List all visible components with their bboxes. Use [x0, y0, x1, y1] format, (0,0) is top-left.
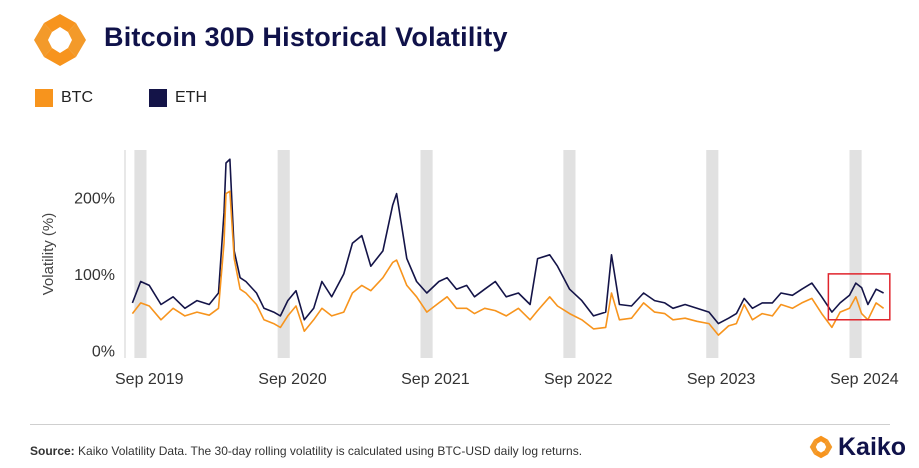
- source-text: Kaiko Volatility Data. The 30-day rollin…: [74, 444, 583, 458]
- x-tick-label-3: Sep 2022: [544, 371, 613, 388]
- y-axis-label: Volatility (%): [40, 213, 57, 296]
- y-tick-label-2: 200%: [74, 190, 115, 207]
- shaded-period-5: [849, 150, 862, 358]
- x-tick-label-4: Sep 2023: [687, 371, 756, 388]
- x-tick-label-2: Sep 2021: [401, 371, 470, 388]
- legend-swatch-eth: [149, 89, 167, 107]
- kaiko-brand-icon: [809, 435, 833, 459]
- highlight-box: [827, 273, 891, 321]
- shaded-period-3: [563, 150, 576, 358]
- x-tick-label-5: Sep 2024: [830, 371, 899, 388]
- legend-swatch-btc: [35, 89, 53, 107]
- shaded-period-2: [420, 150, 433, 358]
- footer-divider: [30, 424, 890, 425]
- volatility-chart: 0% 100% 200% Sep 2019 Sep 2020 Sep 2021 Sep 20…: [40, 150, 899, 388]
- legend-label-btc: BTC: [61, 89, 93, 106]
- y-tick-label-0: 0%: [92, 343, 115, 360]
- shaded-period-4: [706, 150, 719, 358]
- source-note: Source: Kaiko Volatility Data. The 30-da…: [30, 444, 582, 458]
- brand-name: Kaiko: [838, 433, 907, 461]
- y-tick-label-1: 100%: [74, 267, 115, 284]
- source-label: Source:: [30, 444, 75, 458]
- shaded-periods: [134, 150, 862, 358]
- chart-axes: 0% 100% 200% Sep 2019 Sep 2020 Sep 2021 Sep 20…: [40, 150, 899, 388]
- chart-annotations: [827, 273, 891, 321]
- x-tick-label-0: Sep 2019: [115, 371, 184, 388]
- series-line-eth: [131, 158, 884, 325]
- x-tick-label-1: Sep 2020: [258, 371, 327, 388]
- legend-label-eth: ETH: [175, 89, 207, 106]
- brand-logo: Kaiko: [808, 432, 918, 462]
- shaded-period-0: [134, 150, 147, 358]
- shaded-period-1: [277, 150, 290, 358]
- kaiko-logo-icon: [34, 14, 86, 66]
- series-line-btc: [131, 190, 885, 336]
- page-title: Bitcoin 30D Historical Volatility: [104, 22, 508, 52]
- chart-series: [131, 158, 885, 336]
